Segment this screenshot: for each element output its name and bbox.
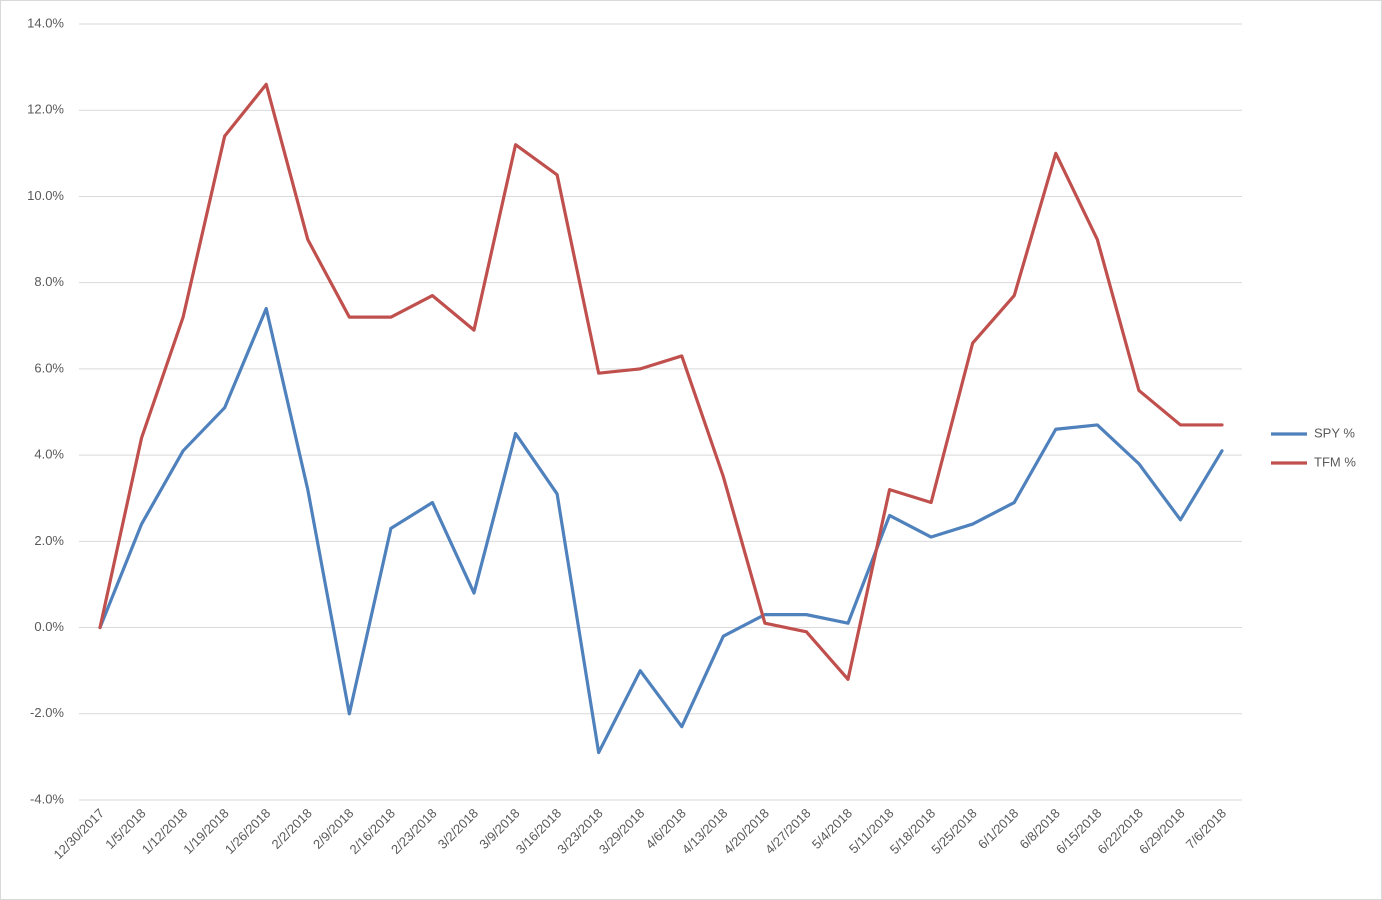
data-point	[805, 630, 808, 633]
data-point	[473, 592, 476, 595]
data-point	[514, 143, 517, 146]
x-tick-label: 3/2/2018	[435, 806, 481, 852]
data-point	[971, 523, 974, 526]
data-point	[805, 613, 808, 616]
data-point	[182, 316, 185, 319]
data-point	[348, 712, 351, 715]
data-point	[1096, 423, 1099, 426]
data-point	[140, 523, 143, 526]
data-point	[431, 294, 434, 297]
data-point	[597, 751, 600, 754]
data-point	[722, 635, 725, 638]
y-tick-label: 0.0%	[34, 619, 64, 634]
data-point	[389, 316, 392, 319]
x-tick-label: 3/29/2018	[596, 806, 648, 858]
data-point	[597, 372, 600, 375]
legend-label: SPY %	[1314, 425, 1355, 440]
data-point	[1054, 152, 1057, 155]
data-point	[140, 436, 143, 439]
data-point	[1221, 423, 1224, 426]
data-point	[1137, 389, 1140, 392]
data-point	[639, 669, 642, 672]
y-tick-label: 8.0%	[34, 274, 64, 289]
data-point	[306, 238, 309, 241]
data-point	[971, 342, 974, 345]
data-point	[763, 622, 766, 625]
data-point	[1054, 428, 1057, 431]
data-point	[888, 488, 891, 491]
data-point	[639, 367, 642, 370]
data-point	[847, 678, 850, 681]
x-axis-tick-labels: 12/30/20171/5/20181/12/20181/19/20181/26…	[50, 806, 1229, 863]
x-tick-label: 1/26/2018	[222, 806, 274, 858]
legend-label: TFM %	[1314, 454, 1356, 469]
x-tick-label: 2/23/2018	[388, 806, 440, 858]
legend: SPY % TFM %	[1271, 425, 1356, 469]
x-tick-label: 6/1/2018	[975, 806, 1021, 852]
series-line-spy	[98, 306, 1224, 755]
data-point	[514, 432, 517, 435]
data-point	[1221, 449, 1224, 452]
data-point	[1179, 518, 1182, 521]
data-point	[1096, 238, 1099, 241]
data-point	[265, 83, 268, 86]
data-point	[1179, 423, 1182, 426]
x-tick-label: 2/2/2018	[269, 806, 315, 852]
y-tick-label: -2.0%	[30, 705, 64, 720]
data-point	[722, 475, 725, 478]
data-point	[265, 307, 268, 310]
x-tick-label: 4/27/2018	[762, 806, 814, 858]
y-tick-label: 2.0%	[34, 533, 64, 548]
y-tick-label: 6.0%	[34, 360, 64, 375]
data-point	[182, 449, 185, 452]
data-point	[1013, 501, 1016, 504]
data-point	[930, 536, 933, 539]
data-point	[348, 316, 351, 319]
data-point	[556, 492, 559, 495]
x-tick-label: 6/29/2018	[1136, 806, 1188, 858]
data-point	[556, 173, 559, 176]
y-axis-tick-labels: -4.0% -2.0% 0.0% 2.0% 4.0% 6.0% 8.0% 10.0% 12.0%…	[27, 15, 64, 806]
data-point	[847, 622, 850, 625]
y-tick-label: 12.0%	[27, 102, 64, 117]
data-point	[306, 488, 309, 491]
data-point	[473, 329, 476, 332]
series-line-tfm	[98, 82, 1224, 681]
data-point	[99, 626, 102, 629]
y-tick-label: 4.0%	[34, 447, 64, 462]
data-point	[930, 501, 933, 504]
gridlines	[79, 23, 1242, 801]
data-point	[680, 725, 683, 728]
data-point	[888, 514, 891, 517]
data-point	[1137, 462, 1140, 465]
data-point	[1013, 294, 1016, 297]
data-point	[389, 527, 392, 530]
series-lines	[98, 82, 1224, 755]
data-point	[431, 501, 434, 504]
data-point	[680, 354, 683, 357]
x-tick-label: 12/30/2017	[50, 806, 107, 863]
y-tick-label: -4.0%	[30, 791, 64, 806]
x-tick-label: 5/25/2018	[928, 806, 980, 858]
data-point	[223, 135, 226, 138]
data-point	[223, 406, 226, 409]
x-tick-label: 7/6/2018	[1183, 806, 1229, 852]
y-tick-label: 10.0%	[27, 188, 64, 203]
y-tick-label: 14.0%	[27, 15, 64, 30]
